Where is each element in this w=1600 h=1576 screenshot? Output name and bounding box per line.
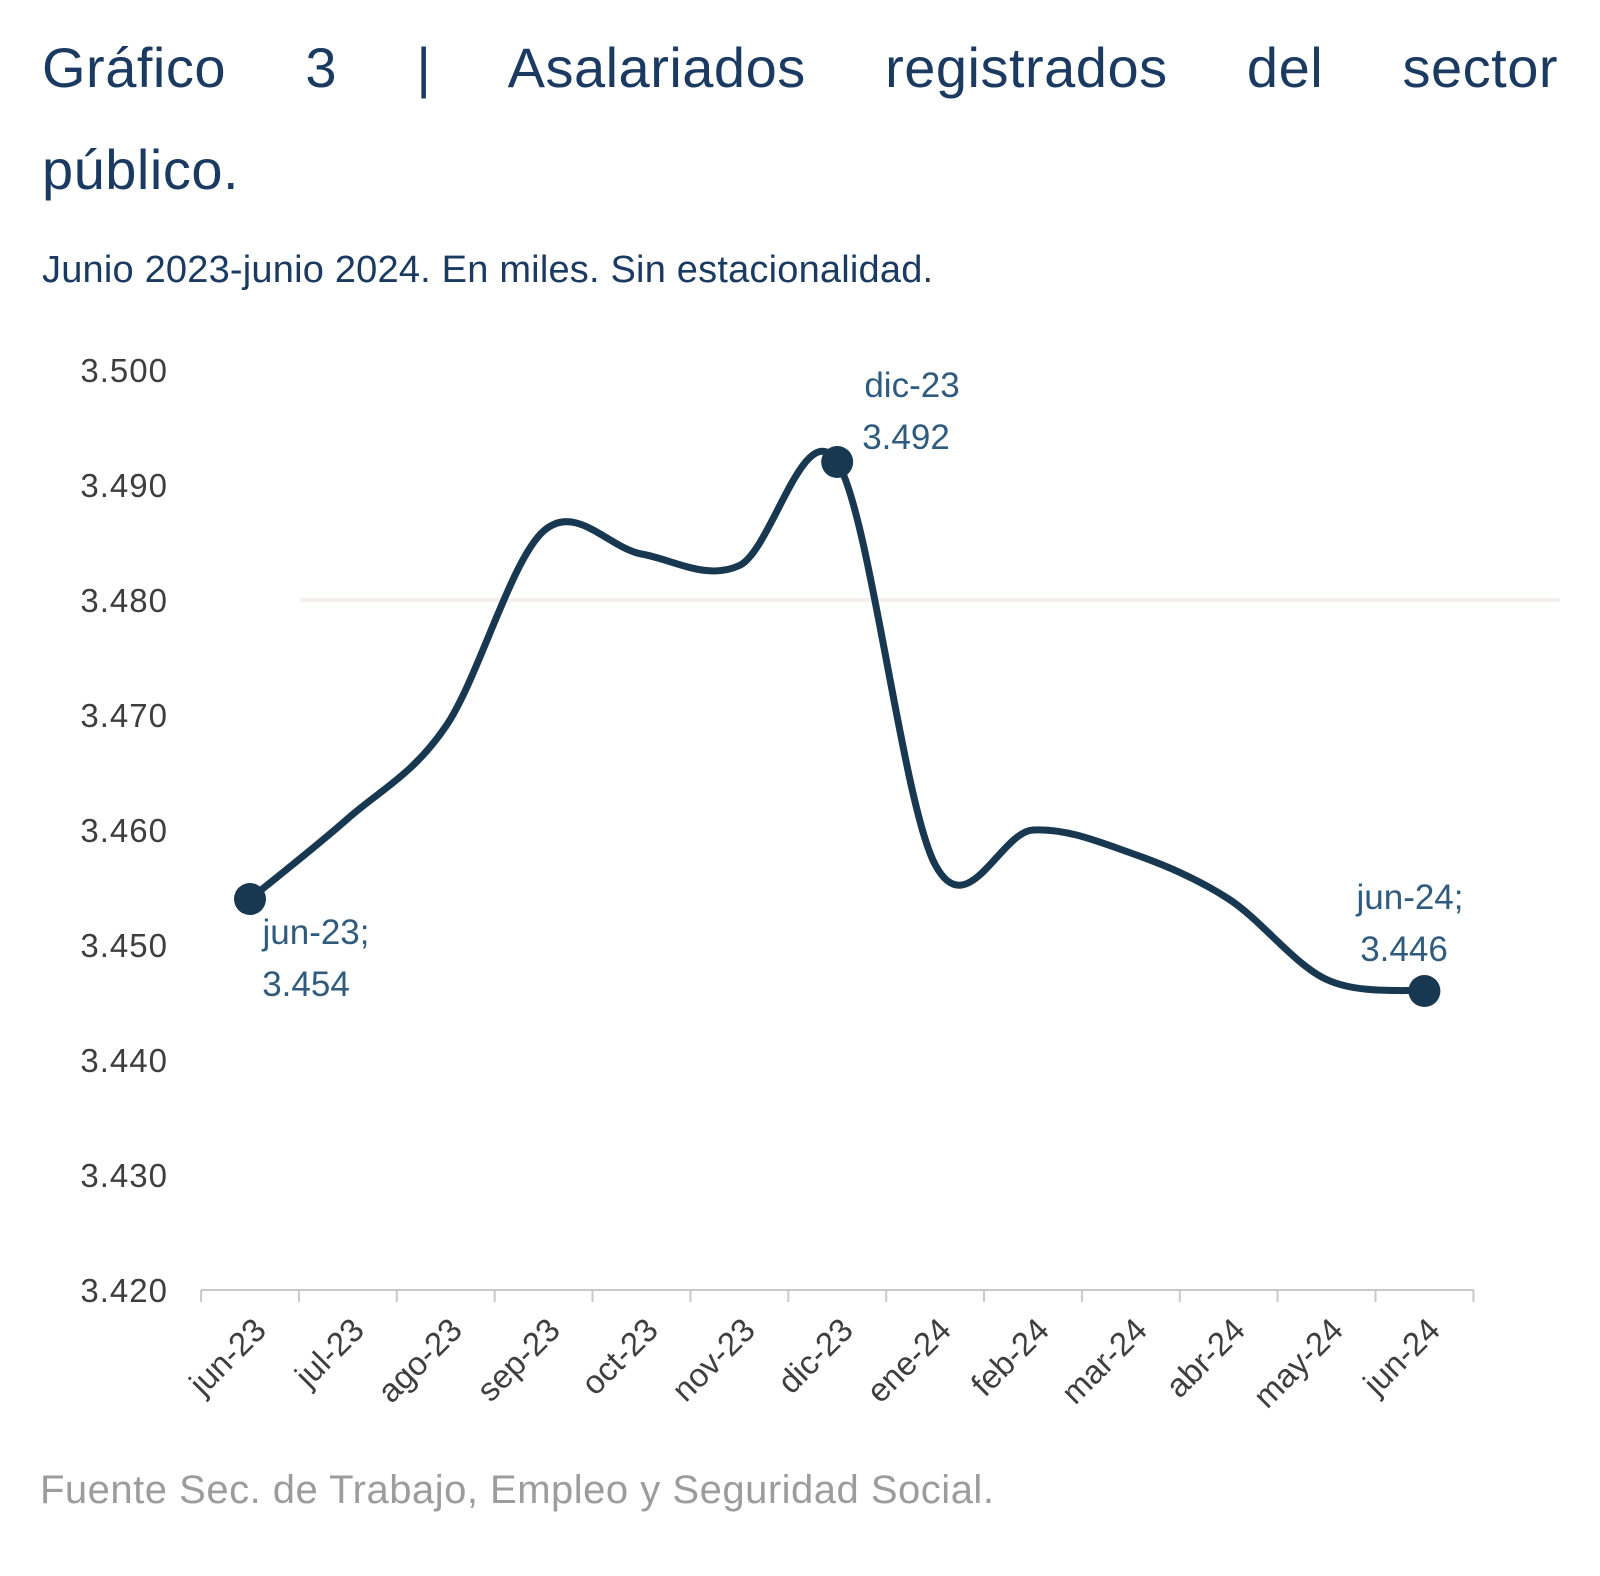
- x-tick-label: jul-23: [287, 1311, 371, 1395]
- x-tick-label: mar-24: [1054, 1311, 1154, 1411]
- data-point-marker: [821, 446, 854, 478]
- annotation-dic-23-value: 3.492: [862, 418, 950, 457]
- x-tick-label: sep-23: [469, 1311, 567, 1409]
- y-tick-label: 3.420: [80, 1272, 168, 1309]
- y-tick-label: 3.500: [80, 352, 168, 389]
- y-tick-label: 3.470: [80, 697, 168, 734]
- chart-title-line2: público.: [42, 138, 240, 201]
- y-axis-labels: 3.500 3.490 3.480 3.470 3.460 3.450 3.44…: [80, 352, 168, 1309]
- annotation-jun-23-value: 3.454: [262, 965, 350, 1004]
- y-tick-label: 3.490: [80, 467, 168, 504]
- x-axis-labels: jun-23 jul-23 ago-23 sep-23 oct-23 nov-2…: [181, 1311, 1447, 1415]
- x-axis-ticks: [200, 1290, 1475, 1302]
- y-tick-label: 3.440: [80, 1042, 168, 1079]
- x-tick-label: abr-24: [1158, 1311, 1252, 1405]
- data-point-marker: [1408, 975, 1441, 1007]
- annotation-jun-24-value: 3.446: [1360, 930, 1448, 969]
- x-tick-label: dic-23: [770, 1311, 860, 1401]
- series-line: [246, 448, 1428, 995]
- x-tick-label: oct-23: [574, 1311, 665, 1402]
- chart-header: Gráfico 3 | Asalariados registrados del …: [0, 0, 1600, 292]
- chart-title-line1: Gráfico 3 | Asalariados registrados del …: [42, 36, 1558, 99]
- y-tick-label: 3.460: [80, 812, 168, 849]
- x-tick-label: feb-24: [964, 1311, 1056, 1403]
- annotation-dic-23-name: dic-23: [864, 366, 959, 405]
- x-tick-label: may-24: [1246, 1311, 1350, 1415]
- data-point-marker: [234, 883, 266, 915]
- point-annotations: jun-23; 3.454 dic-23 3.492 jun-24; 3.446: [261, 366, 1463, 1004]
- x-tick-label: ene-24: [859, 1311, 958, 1410]
- line-chart: 3.500 3.490 3.480 3.470 3.460 3.450 3.44…: [80, 352, 1560, 1415]
- x-tick-label: ago-23: [370, 1311, 469, 1410]
- annotation-jun-24-name: jun-24;: [1355, 878, 1463, 917]
- y-tick-label: 3.450: [80, 927, 168, 964]
- x-tick-label: jun-23: [181, 1311, 273, 1403]
- y-tick-label: 3.430: [80, 1157, 168, 1194]
- chart-subtitle: Junio 2023-junio 2024. En miles. Sin est…: [42, 249, 934, 291]
- x-tick-label: jun-24: [1355, 1311, 1447, 1403]
- source-note: Fuente Sec. de Trabajo, Empleo y Segurid…: [40, 1468, 995, 1512]
- y-tick-label: 3.480: [80, 582, 168, 619]
- annotation-jun-23-name: jun-23;: [261, 913, 369, 952]
- x-tick-label: nov-23: [664, 1311, 762, 1409]
